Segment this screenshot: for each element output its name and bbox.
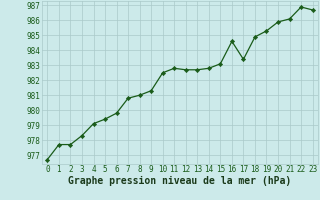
X-axis label: Graphe pression niveau de la mer (hPa): Graphe pression niveau de la mer (hPa): [68, 176, 292, 186]
